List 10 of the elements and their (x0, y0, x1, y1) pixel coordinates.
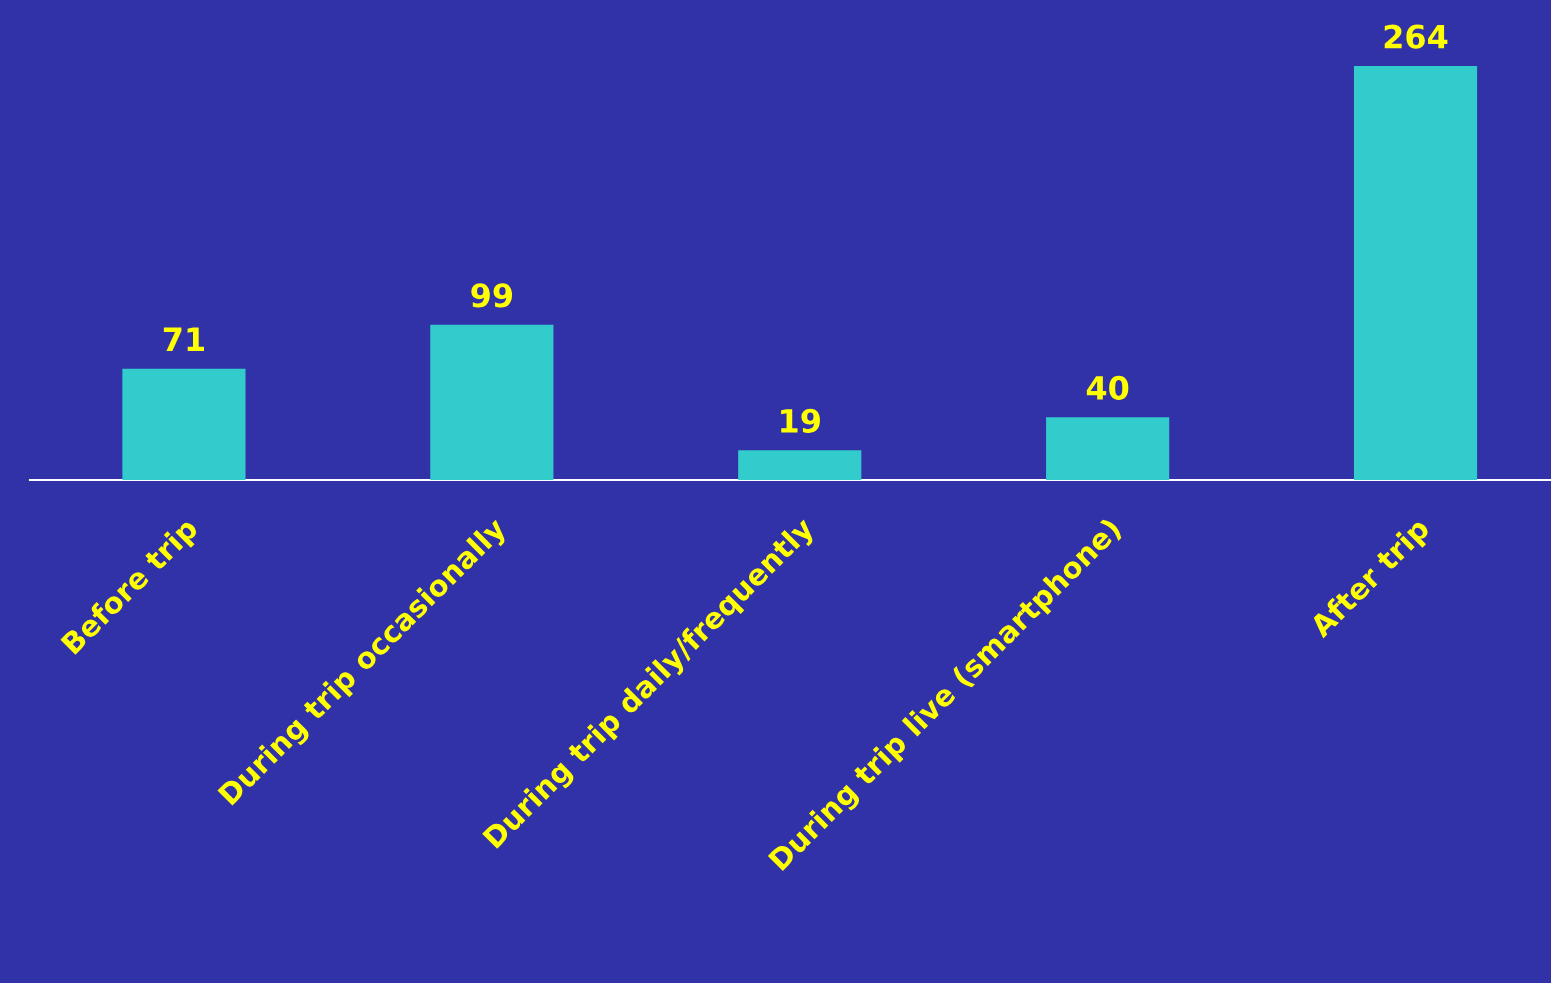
data-label: 40 (1086, 375, 1129, 400)
bar (738, 450, 862, 480)
bar (122, 368, 246, 480)
bar (1353, 66, 1478, 480)
data-label: 19 (781, 408, 820, 433)
data-label: 99 (471, 283, 513, 308)
bar (1046, 417, 1170, 480)
bar (430, 324, 554, 480)
data-label: 264 (1384, 24, 1448, 49)
data-label: 71 (163, 327, 204, 351)
